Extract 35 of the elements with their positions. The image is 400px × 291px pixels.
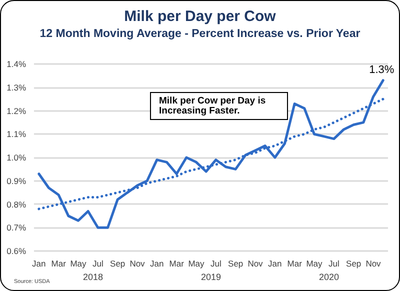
text: 2019 (200, 272, 222, 282)
x-tick-label: Mar (287, 258, 302, 268)
x-tick-label: May (306, 258, 324, 268)
chart-title: Milk per Day per Cow (124, 8, 276, 25)
chart-subtitle: 12 Month Moving Average - Percent Increase vs. Prior Year (40, 28, 361, 40)
x-tick-label: May (70, 258, 88, 268)
x-tick-label: Sep (346, 258, 362, 268)
y-tick-label: 1.0% (6, 152, 26, 162)
x-tick-label: Jul (210, 258, 222, 268)
y-tick-label: 0.7% (6, 222, 26, 233)
x-tick-label: Nov (130, 258, 146, 268)
y-tick-label: 1.1% (6, 129, 26, 140)
data-label: 1.3% (369, 64, 394, 76)
x-tick-label: May (188, 258, 206, 268)
y-tick-label: 0.6% (6, 246, 26, 256)
x-tick-label: Nov (248, 258, 264, 268)
x-tick-label: Jul (92, 258, 104, 268)
y-tick-label: 0.9% (6, 176, 26, 186)
x-tick-label: Jan (150, 258, 164, 268)
y-tick-label: 1.3% (6, 82, 26, 92)
y-tick-label: 1.4% (6, 59, 26, 69)
line-series (38, 79, 384, 229)
x-tick-label: Mar (51, 258, 66, 268)
x-tick-label: Sep (110, 258, 126, 268)
x-tick-label: Jan (32, 258, 46, 268)
x-tick-label: Nov (366, 258, 382, 268)
x-tick-label: Mar (169, 258, 184, 268)
text: 2020 (318, 272, 340, 282)
annotation: Milk per Cow per Day is Increasing Faster. (159, 96, 268, 116)
x-tick-label: Jul (328, 258, 340, 268)
y-tick-label: 1.2% (6, 106, 26, 116)
y-tick-label: 0.8% (6, 199, 26, 210)
x-tick-label: Sep (228, 258, 244, 268)
text: 2018 (82, 272, 104, 282)
x-tick-label: Jan (268, 258, 282, 268)
